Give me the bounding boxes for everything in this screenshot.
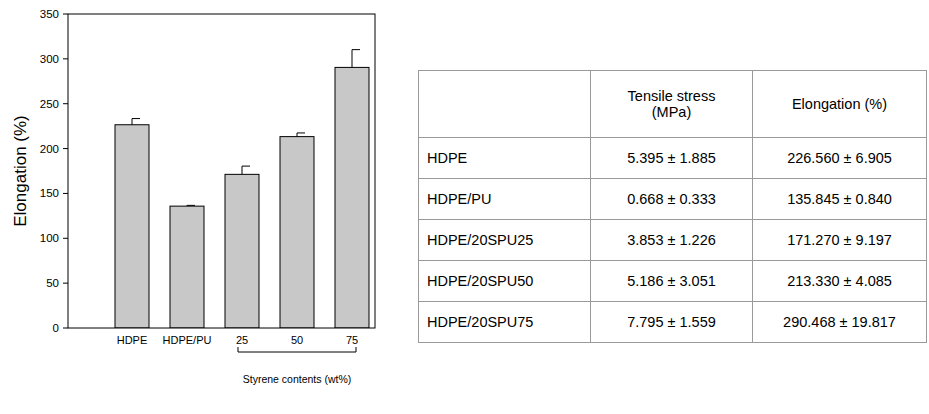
table-cell: HDPE/20SPU75 [419, 302, 591, 343]
error-stem [297, 133, 298, 137]
table-row: HDPE/20SPU505.186 ± 3.051213.330 ± 4.085 [419, 261, 927, 302]
error-bar [132, 119, 140, 125]
y-tick-label: 0 [53, 322, 59, 334]
table-cell: 7.795 ± 1.559 [591, 302, 753, 343]
bar [335, 67, 369, 328]
error-bar [187, 205, 195, 207]
table-row: HDPE/20SPU757.795 ± 1.559290.468 ± 19.81… [419, 302, 927, 343]
y-tick-label: 350 [40, 8, 59, 20]
y-tick [63, 148, 68, 149]
y-tick [63, 328, 68, 329]
marks [115, 50, 369, 328]
x-tick-label: HDPE [117, 334, 148, 346]
y-axis-label: Elongation (%) [11, 115, 30, 227]
bar [115, 125, 149, 328]
header-text: (MPa) [652, 104, 691, 120]
table-cell: 5.395 ± 1.885 [591, 138, 753, 179]
table-cell: 290.468 ± 19.817 [753, 302, 927, 343]
error-cap [242, 166, 250, 167]
error-cap [187, 205, 195, 206]
table-row: HDPE/PU0.668 ± 0.333135.845 ± 0.840 [419, 179, 927, 220]
data-table: Tensile stress(MPa)Elongation (%)HDPE5.3… [418, 70, 927, 343]
bar [170, 206, 204, 328]
table-cell: 171.270 ± 9.197 [753, 220, 927, 261]
table-cell: 5.186 ± 3.051 [591, 261, 753, 302]
table-cell: 0.668 ± 0.333 [591, 179, 753, 220]
plot-frame [68, 14, 375, 328]
x-tick-label: 75 [346, 334, 358, 346]
table-cell: HDPE/PU [419, 179, 591, 220]
table-cell: 3.853 ± 1.226 [591, 220, 753, 261]
y-tick [63, 238, 68, 239]
error-bar [242, 166, 250, 174]
table-cell: 213.330 ± 4.085 [753, 261, 927, 302]
y-tick [63, 103, 68, 104]
error-stem [132, 119, 133, 125]
table-cell: 135.845 ± 0.840 [753, 179, 927, 220]
y-tick [63, 193, 68, 194]
table-cell: HDPE [419, 138, 591, 179]
error-cap [297, 132, 305, 133]
header-row: Tensile stress(MPa)Elongation (%) [419, 71, 927, 138]
bar [280, 137, 314, 328]
y-tick-label: 50 [46, 277, 59, 289]
x-tick-label: 25 [236, 334, 248, 346]
error-stem [352, 50, 353, 68]
x-tick-label: HDPE/PU [163, 334, 212, 346]
annotation: Styrene contents (wt%) [243, 373, 352, 385]
y-tick [63, 14, 68, 15]
y-tick-label: 200 [40, 143, 59, 155]
y-tick [63, 58, 68, 59]
table-cell: HDPE/20SPU25 [419, 220, 591, 261]
table-cell: 226.560 ± 6.905 [753, 138, 927, 179]
table-row: HDPE/20SPU253.853 ± 1.226171.270 ± 9.197 [419, 220, 927, 261]
y-tick-label: 250 [40, 98, 59, 110]
table-cell [419, 71, 591, 138]
header-text: Tensile stress [628, 88, 716, 104]
table-cell: Elongation (%) [753, 71, 927, 138]
error-cap [132, 118, 140, 119]
error-stem [242, 166, 243, 174]
error-bar [352, 50, 360, 68]
error-cap [352, 49, 360, 50]
y-tick-label: 150 [40, 187, 59, 199]
table-row: HDPE5.395 ± 1.885226.560 ± 6.905 [419, 138, 927, 179]
table-cell: Tensile stress(MPa) [591, 71, 753, 138]
table-cell: HDPE/20SPU50 [419, 261, 591, 302]
y-tick [63, 283, 68, 284]
y-tick-label: 100 [40, 232, 59, 244]
page: {"chart_data": {"type": "bar", "y_label"… [0, 0, 929, 414]
error-bar [297, 133, 305, 137]
y-tick-label: 300 [40, 53, 59, 65]
x-tick-label: 50 [291, 334, 303, 346]
bar [225, 174, 259, 328]
bracket [238, 347, 356, 352]
bracket-line [238, 347, 356, 352]
